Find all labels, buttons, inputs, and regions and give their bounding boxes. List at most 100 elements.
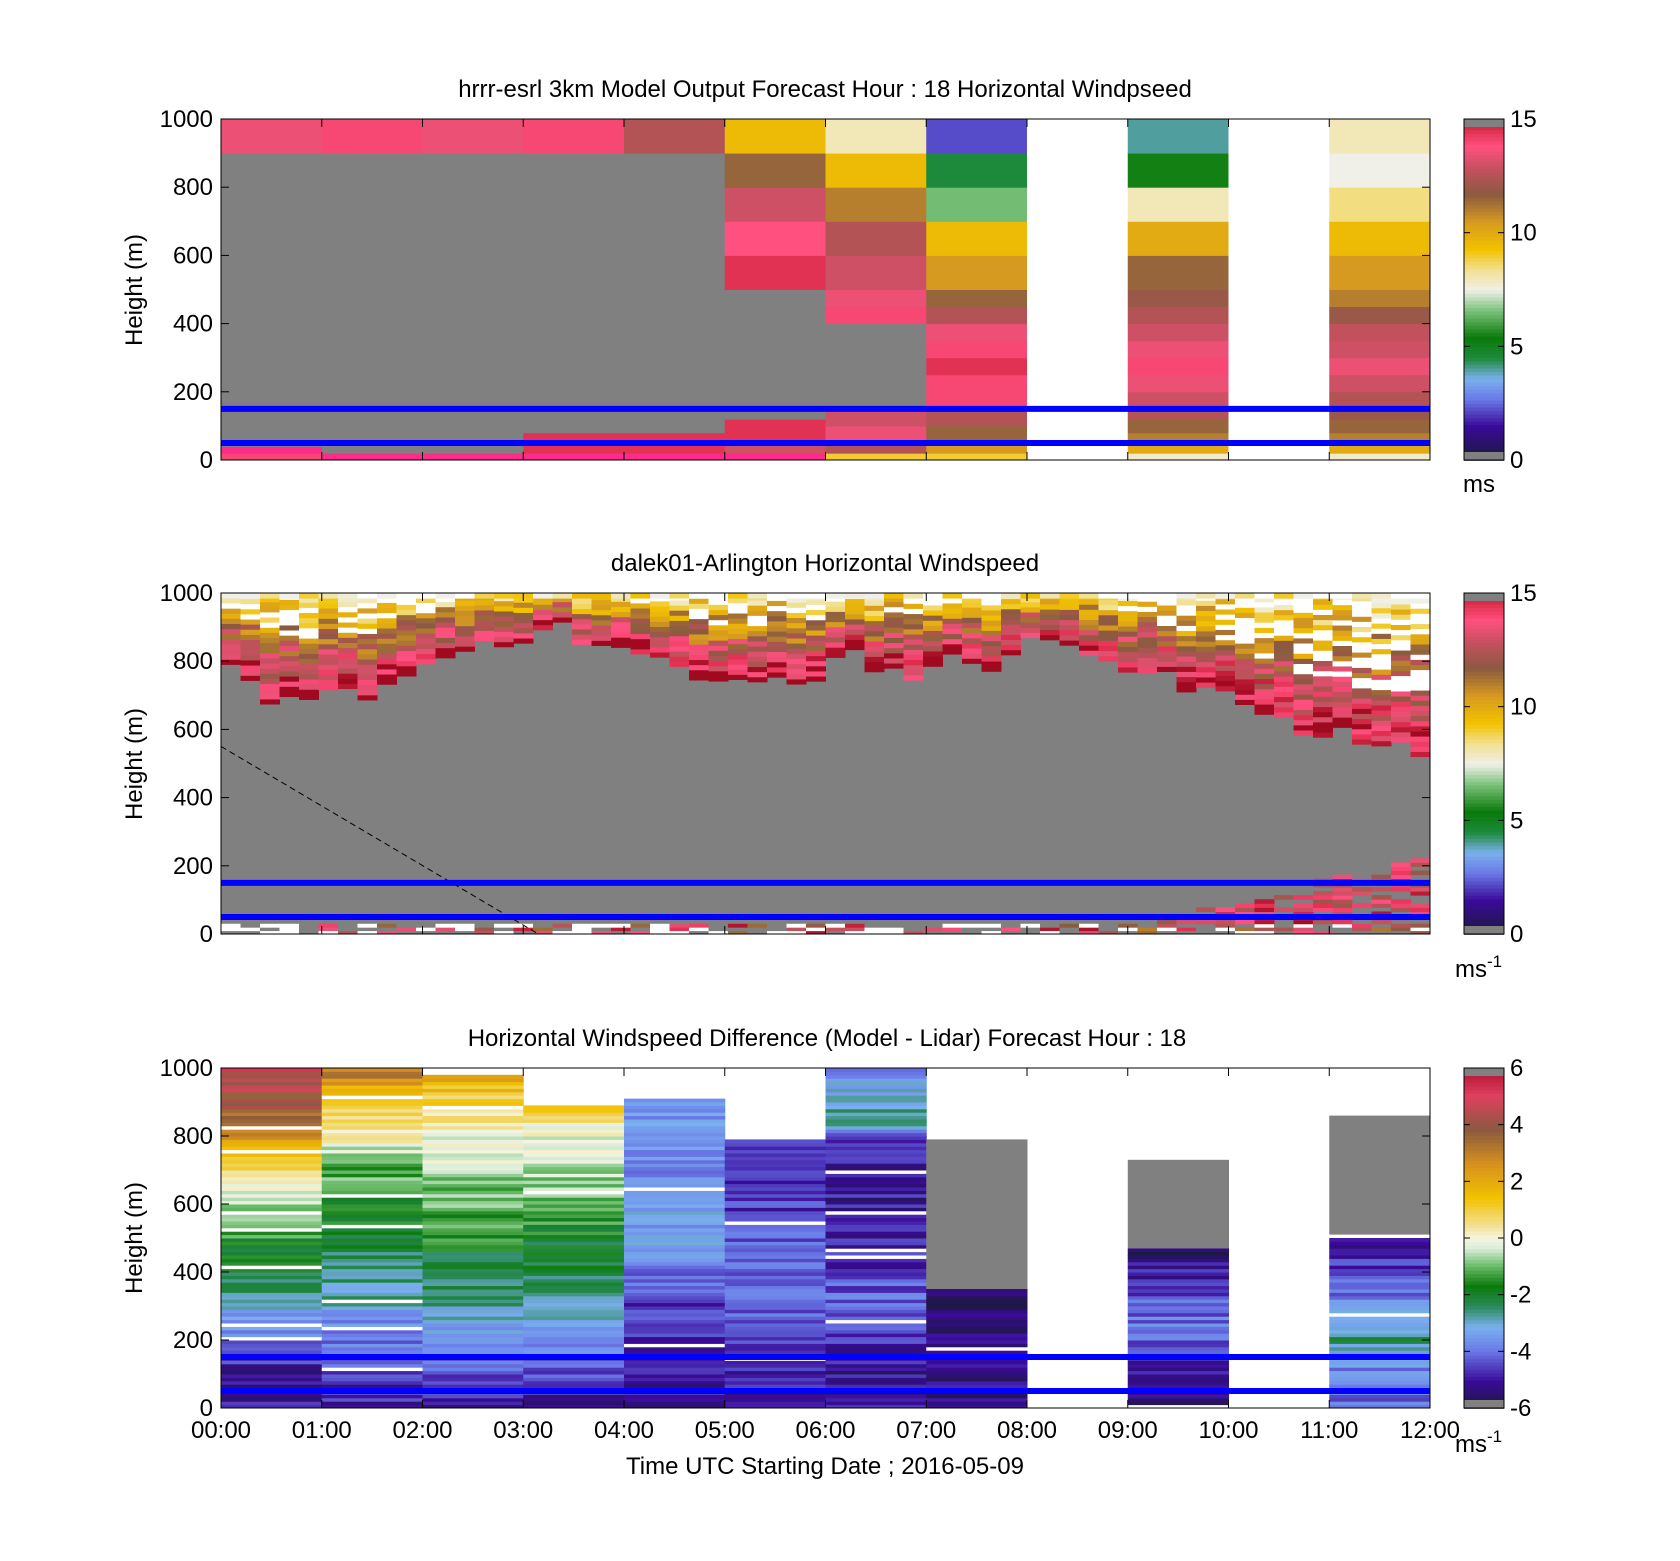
lidar-cell: [1274, 660, 1294, 667]
lidar-cell: [279, 593, 300, 599]
colorbar-difference-step: [1464, 1121, 1504, 1126]
colorbar-difference-step: [1464, 1397, 1504, 1402]
lidar-cell: [903, 603, 924, 609]
model-cell-6-4: [825, 323, 927, 410]
difference-cell-4: [624, 1265, 726, 1270]
panel-model: hrrr-esrl 3km Model Output Forecast Hour…: [121, 76, 1537, 498]
colorbar-lidar-step: [1464, 905, 1504, 910]
difference-cell-2: [422, 1193, 524, 1198]
model-cell-11-9: [1329, 323, 1430, 342]
difference-cell-5: [724, 1258, 826, 1263]
difference-cell-11: [1329, 1384, 1430, 1389]
lidar-cell: [981, 650, 1002, 657]
y-tick-label-model-1000: 1000: [160, 106, 213, 133]
difference-cell-0: [221, 1340, 323, 1344]
lidar-cell: [1274, 711, 1294, 718]
lidar-cell: [747, 640, 768, 647]
lidar-cell: [1001, 644, 1021, 651]
lidar-cell: [221, 638, 241, 645]
lidar-cell: [357, 659, 378, 665]
lidar-cell: [786, 658, 807, 665]
lidar-jet-cell: [1371, 903, 1392, 908]
difference-cell-3: [523, 1374, 625, 1378]
lidar-cell: [435, 637, 456, 644]
difference-cell-5: [724, 1275, 826, 1280]
lidar-cell: [1137, 642, 1158, 648]
difference-cell-0: [221, 1146, 323, 1151]
difference-cell-9: [1127, 1251, 1229, 1256]
lidar-cell: [513, 607, 534, 613]
lidar-cell: [1137, 667, 1158, 674]
difference-cell-2: [422, 1078, 524, 1083]
difference-cell-5: [724, 1333, 826, 1338]
difference-cell-11: [1329, 1299, 1430, 1304]
lidar-cell: [1001, 629, 1021, 635]
lidar-cell: [1137, 657, 1158, 664]
difference-cell-2: [422, 1207, 524, 1212]
lidar-surface-cell: [338, 923, 358, 928]
model-cell-7-6: [926, 340, 1028, 359]
colorbar-model-step: [1464, 218, 1504, 223]
difference-cell-2: [422, 1105, 524, 1110]
colorbar-lidar-step: [1464, 852, 1504, 857]
difference-cell-5: [724, 1394, 826, 1399]
lidar-cell: [903, 593, 924, 599]
lidar-jet-cell: [1332, 919, 1353, 925]
lidar-cell: [786, 622, 807, 629]
lidar-cell: [884, 593, 904, 599]
model-cell-0-1: [221, 446, 323, 454]
lidar-cell: [708, 640, 729, 646]
lidar-cell: [884, 622, 904, 628]
difference-cell-3: [523, 1258, 625, 1263]
difference-cell-1: [321, 1377, 423, 1382]
lidar-cell: [942, 613, 963, 619]
difference-cell-11: [1329, 1306, 1430, 1310]
lidar-cell: [357, 679, 378, 686]
difference-cell-4: [624, 1129, 726, 1134]
lidar-cell: [1293, 714, 1314, 721]
difference-cell-6: [825, 1159, 927, 1164]
difference-cell-0: [221, 1384, 323, 1389]
lidar-cell: [611, 596, 631, 602]
difference-cell-2: [422, 1098, 524, 1103]
difference-cell-7: [926, 1394, 1028, 1399]
lidar-cell: [494, 621, 514, 627]
y-tick-label-lidar-400: 400: [173, 785, 213, 812]
colorbar-lidar-step: [1464, 749, 1504, 754]
lidar-cell: [1196, 676, 1216, 683]
lidar-cell: [1196, 666, 1216, 673]
lidar-cell: [1176, 650, 1197, 657]
difference-cell-0: [221, 1350, 323, 1355]
lidar-cell: [279, 614, 300, 621]
panel-difference: Horizontal Windspeed Difference (Model -…: [121, 1025, 1531, 1480]
lidar-cell: [689, 628, 709, 635]
colorbar-difference-step: [1464, 1379, 1504, 1385]
lidar-cell: [1274, 645, 1294, 652]
lidar-cell: [455, 630, 475, 637]
lidar-surface-cell: [1176, 930, 1197, 934]
difference-cell-1: [321, 1129, 423, 1134]
difference-cell-6: [825, 1119, 927, 1123]
y-tick-label-lidar-800: 800: [173, 648, 213, 675]
difference-cell-4: [624, 1278, 726, 1283]
colorbar-model-step: [1464, 367, 1504, 372]
lidar-cell: [611, 621, 631, 628]
lidar-cell: [1235, 617, 1255, 624]
lidar-cell: [1235, 658, 1255, 665]
colorbar-lidar-step: [1464, 610, 1504, 616]
lidar-cell: [728, 593, 748, 599]
lidar-cell: [962, 596, 982, 603]
lidar-cell: [1215, 624, 1236, 630]
lidar-cell: [1293, 637, 1314, 644]
difference-cell-0: [221, 1200, 323, 1205]
difference-cell-4: [624, 1367, 726, 1372]
x-tick-label-01:00: 01:00: [292, 1417, 352, 1444]
model-cell-11-6: [1329, 374, 1430, 393]
lidar-cell: [396, 645, 417, 651]
lidar-cell: [1410, 613, 1430, 619]
lidar-cell: [572, 598, 592, 604]
lidar-cell: [767, 593, 787, 599]
model-cell-1-0: [321, 453, 423, 460]
difference-cell-5: [724, 1336, 826, 1341]
